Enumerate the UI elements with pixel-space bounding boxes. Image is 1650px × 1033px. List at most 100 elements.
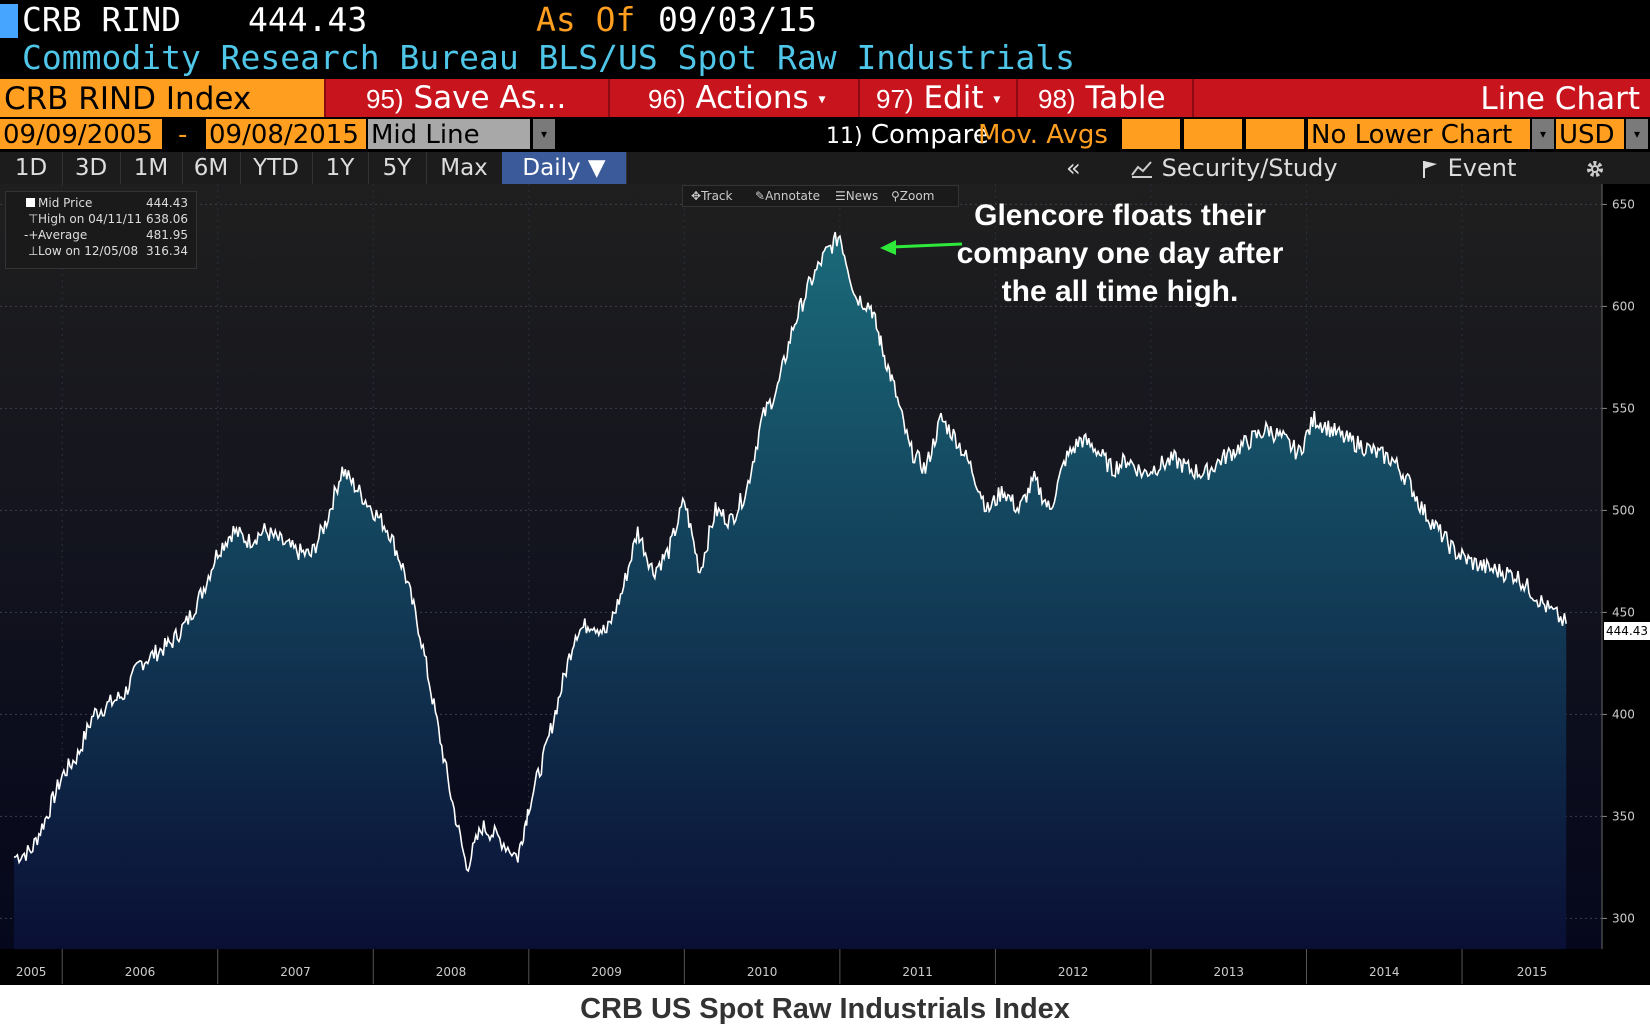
start-date-field[interactable]: 09/09/2005 — [0, 119, 162, 150]
range-1m-button[interactable]: 1M — [120, 152, 183, 184]
event-button[interactable]: Event — [1420, 152, 1516, 184]
legend-value: 638.06 — [146, 212, 188, 226]
security-field[interactable]: CRB RIND Index — [0, 79, 324, 117]
x-tick-label: 2007 — [280, 965, 311, 979]
y-tick-label: 600 — [1612, 299, 1635, 313]
line-type-dropdown-icon[interactable]: ▾ — [533, 119, 555, 149]
event-label: Event — [1447, 154, 1517, 182]
security-study-button[interactable]: Security/Study — [1130, 152, 1338, 184]
x-tick-label: 2014 — [1369, 965, 1400, 979]
range-max-button[interactable]: Max — [426, 152, 503, 184]
function-toolbar: CRB RIND Index 95) Save As... 96) Action… — [0, 79, 1650, 117]
table-number: 98) — [1038, 84, 1076, 114]
x-tick-label: 2011 — [902, 965, 933, 979]
x-tick-label: 2005 — [16, 965, 47, 979]
actions-number: 96) — [648, 84, 686, 114]
frequency-label: Daily — [522, 155, 581, 181]
legend-name: High on 04/11/11 — [38, 212, 143, 226]
annotation-arrow — [880, 240, 963, 255]
edit-button[interactable]: 97) Edit ▾ — [858, 79, 1016, 117]
x-axis-band — [0, 949, 1650, 984]
average-marker-icon: -+- — [24, 228, 43, 242]
currency-select[interactable]: USD — [1556, 119, 1624, 150]
legend-row: Mid Price 444.43 — [12, 195, 192, 211]
ticker-symbol: CRB RIND — [22, 0, 181, 39]
x-tick-label: 2010 — [747, 965, 778, 979]
y-tick-label: 550 — [1612, 401, 1635, 415]
x-tick-label: 2013 — [1213, 965, 1244, 979]
chart-study-icon — [1131, 161, 1152, 178]
y-tick-label: 400 — [1612, 707, 1635, 721]
zoom-label: Zoom — [899, 189, 935, 203]
chart-type-label: Line Chart — [1480, 81, 1640, 117]
actions-button[interactable]: 96) Actions ▾ — [608, 79, 858, 117]
gear-icon[interactable] — [1584, 152, 1606, 184]
legend-value: 481.95 — [146, 228, 188, 242]
track-tool[interactable]: ✥ Track — [691, 186, 732, 206]
end-date-field[interactable]: 09/08/2015 — [206, 119, 366, 150]
mov-avg-slot-3[interactable] — [1246, 119, 1304, 149]
chart-caption: CRB US Spot Raw Industrials Index — [0, 985, 1650, 1033]
currency-dropdown-icon[interactable]: ▾ — [1626, 119, 1648, 149]
lower-chart-select[interactable]: No Lower Chart — [1308, 119, 1530, 150]
table-label: Table — [1085, 80, 1166, 116]
toolbar-divider — [1192, 79, 1194, 117]
legend-row: -+- Average 481.95 — [12, 227, 192, 243]
legend-swatch — [26, 198, 35, 207]
flag-icon — [1423, 161, 1437, 178]
mov-avgs-label[interactable]: Mov. Avgs — [978, 120, 1108, 150]
x-tick-label: 2009 — [591, 965, 622, 979]
price-area — [14, 232, 1567, 950]
x-axis: 2005 2006 2007 2008 2009 2010 2011 2012 2013 2014… — [16, 949, 1547, 984]
chart-tools-bar: ✥ Track ✎ Annotate ☰ News ⚲ Zoom — [682, 185, 959, 207]
compare-label: Compare — [870, 120, 989, 150]
y-tick-label: 350 — [1612, 809, 1635, 823]
header-row: CRB RIND 444.43 As Of 09/03/15 — [0, 0, 1650, 40]
last-price: 444.43 — [248, 0, 368, 39]
x-tick-label: 2006 — [125, 965, 156, 979]
range-5y-button[interactable]: 5Y — [368, 152, 427, 184]
y-tick-label: 650 — [1612, 197, 1635, 211]
mov-avg-slot-2[interactable] — [1184, 119, 1242, 149]
compare-number: 11) — [826, 124, 863, 149]
range-1y-button[interactable]: 1Y — [312, 152, 369, 184]
mov-avg-slot-1[interactable] — [1122, 119, 1180, 149]
news-tool[interactable]: ☰ News — [835, 186, 878, 206]
news-label: News — [845, 189, 879, 203]
track-label: Track — [701, 189, 733, 203]
y-tick-label: 500 — [1612, 503, 1635, 517]
range-ytd-button[interactable]: YTD — [240, 152, 313, 184]
compare-button[interactable]: 11) Compare — [826, 119, 989, 153]
table-button[interactable]: 98) Table — [1016, 79, 1192, 117]
zoom-tool[interactable]: ⚲ Zoom — [891, 186, 934, 206]
y-tick-label: 300 — [1612, 911, 1635, 925]
date-range-dash: - — [178, 120, 188, 150]
edit-label: Edit — [923, 80, 984, 116]
range-6m-button[interactable]: 6M — [182, 152, 241, 184]
legend-row: ⊤ High on 04/11/11 638.06 — [12, 211, 192, 227]
frequency-dropdown-icon: ▼ — [587, 155, 606, 181]
security-description: Commodity Research Bureau BLS/US Spot Ra… — [22, 38, 1075, 77]
chart-annotation: Glencore floats their company one day af… — [956, 199, 1284, 308]
annotate-label: Annotate — [765, 189, 820, 203]
chart-legend: Mid Price 444.43 ⊤ High on 04/11/11 638.… — [5, 191, 197, 269]
line-type-select[interactable]: Mid Line — [368, 119, 530, 150]
lower-chart-dropdown-icon[interactable]: ▾ — [1532, 119, 1554, 149]
x-tick-label: 2012 — [1058, 965, 1089, 979]
edit-dropdown-icon: ▾ — [993, 91, 1001, 108]
legend-name: Low on 12/05/08 — [38, 244, 139, 258]
annotate-tool[interactable]: ✎ Annotate — [755, 186, 820, 206]
save-as-button[interactable]: 95) Save As... — [324, 79, 608, 117]
legend-value: 316.34 — [146, 244, 188, 258]
range-1d-button[interactable]: 1D — [0, 152, 63, 184]
settings-row: 09/09/2005 - 09/08/2015 Mid Line ▾ 11) C… — [0, 119, 1650, 151]
collapse-icon[interactable]: « — [1066, 154, 1081, 182]
x-tick-label: 2008 — [436, 965, 467, 979]
as-of-date: 09/03/15 — [658, 0, 817, 39]
range-3d-button[interactable]: 3D — [62, 152, 121, 184]
range-bar: 1D 3D 1M 6M YTD 1Y 5Y Max Daily ▼ « Secu… — [0, 152, 1650, 184]
legend-name: Mid Price — [38, 196, 93, 210]
frequency-select[interactable]: Daily ▼ — [502, 152, 627, 184]
security-marker — [0, 4, 18, 38]
